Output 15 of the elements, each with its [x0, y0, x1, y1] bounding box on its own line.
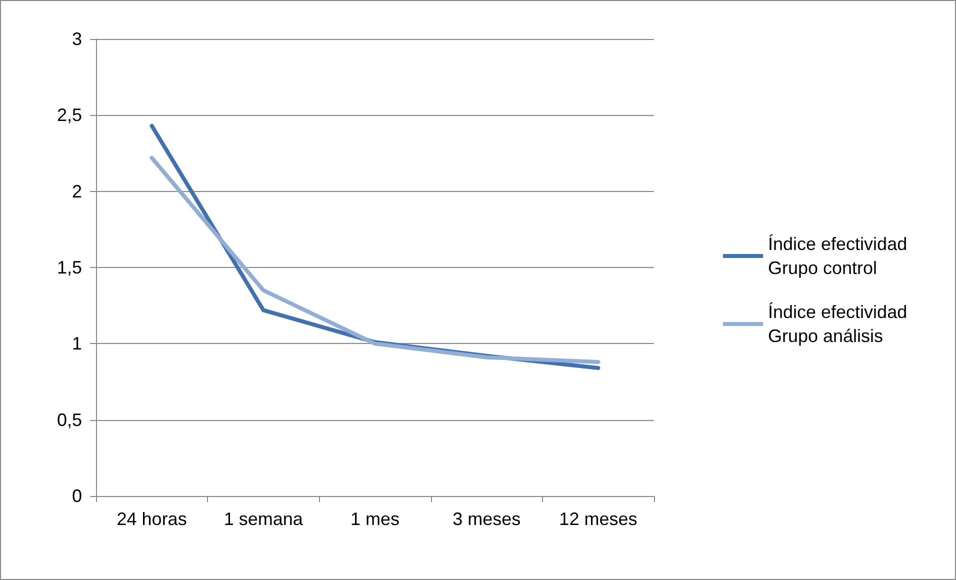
x-tick-label: 1 semana — [224, 509, 304, 529]
y-tick-label: 2 — [72, 181, 82, 202]
y-tick-label: 0,5 — [56, 410, 82, 430]
y-tick-label: 1 — [72, 334, 82, 354]
x-tick-label: 24 horas — [116, 509, 187, 529]
y-tick-label: 0 — [72, 486, 82, 506]
y-tick-label: 3 — [72, 29, 82, 49]
line-series — [150, 156, 600, 364]
y-tick-label: 1,5 — [56, 258, 82, 278]
x-tick-label: 1 mes — [350, 509, 400, 529]
x-tick-label: 12 meses — [559, 509, 638, 529]
legend-label: Índice efectividad Grupo control — [768, 234, 912, 278]
x-tick-label: 3 meses — [452, 509, 521, 529]
y-tick-label: 2,5 — [56, 105, 82, 126]
legend-label: Índice efectividad Grupo análisis — [768, 302, 912, 346]
